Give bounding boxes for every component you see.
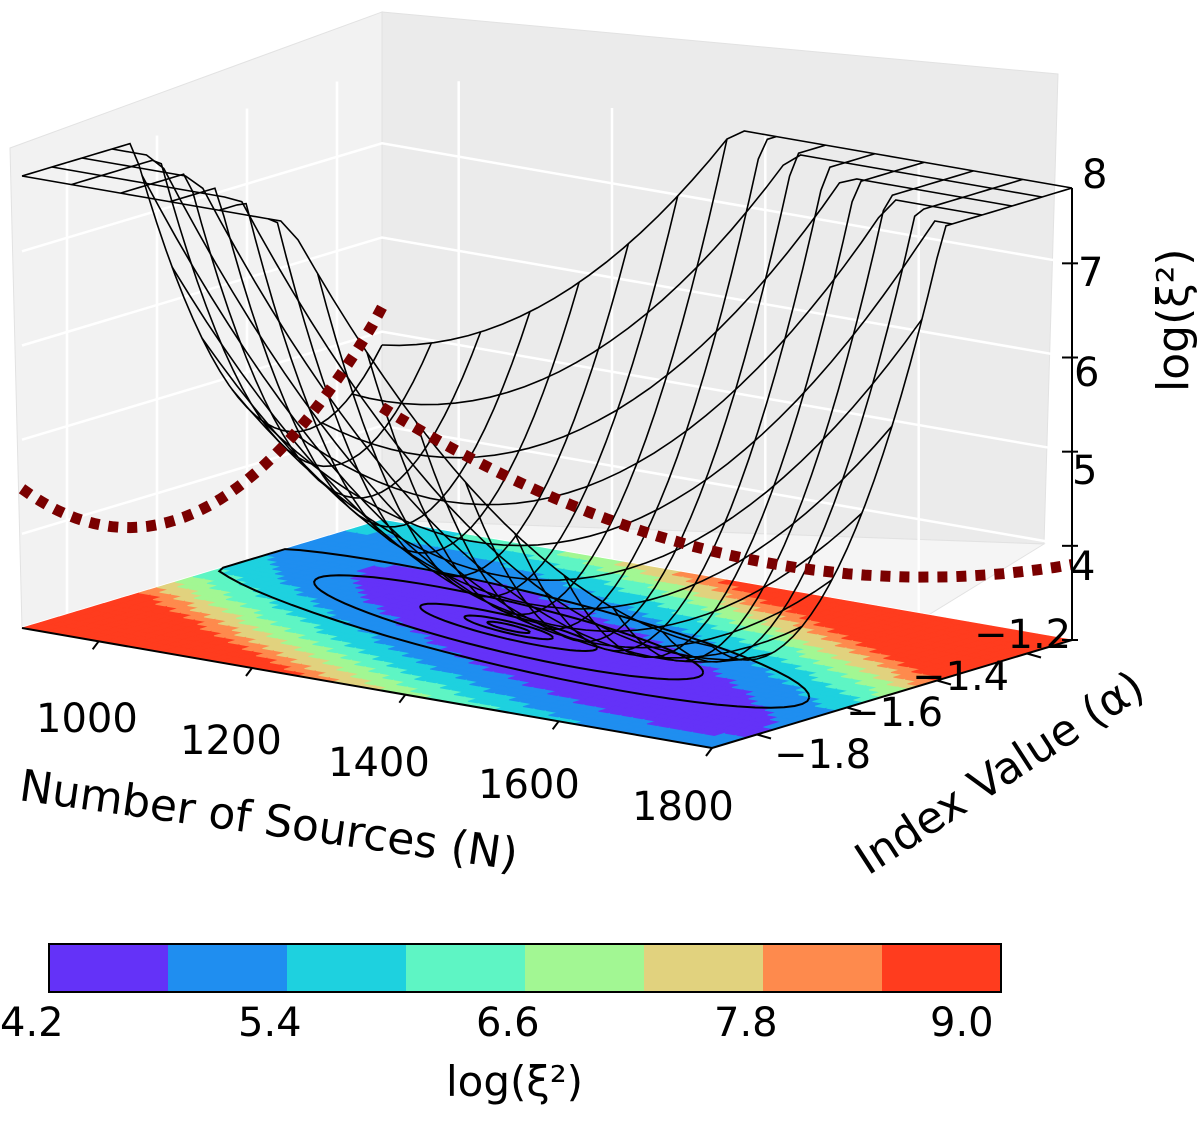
colorbar-segment — [882, 944, 1002, 992]
x-tick-label: 1600 — [478, 762, 580, 808]
z-grid-line — [21, 330, 1073, 453]
x-tick-label: 1800 — [632, 784, 734, 830]
colorbar-tick-label: 6.6 — [476, 1000, 540, 1046]
contour-line — [217, 548, 811, 709]
y-tick-label: −1.2 — [974, 612, 1071, 658]
mesh-line-alpha — [231, 318, 923, 582]
mesh-line-alpha — [171, 266, 863, 632]
colorbar-title: log(ξ²) — [446, 1057, 583, 1106]
x-axis-title: Number of Sources (N) — [16, 760, 521, 880]
mesh-line-alpha — [351, 154, 1043, 406]
colorbar-tick-label: 4.2 — [0, 1000, 64, 1046]
contour-line — [419, 602, 599, 653]
colorbar-ticks: 4.2 5.4 6.6 7.8 9.0 — [0, 1000, 994, 1046]
colorbar-segment — [525, 944, 645, 992]
wireframe-surface — [21, 130, 1073, 663]
profile-curve-alpha — [18, 304, 387, 534]
x-tick-label: 1400 — [328, 740, 430, 786]
x-tick-label: 1200 — [180, 718, 282, 764]
mesh-line-alpha — [321, 178, 1013, 459]
profile-curve-n — [379, 402, 1073, 583]
z-tick-label: 4 — [1070, 544, 1095, 590]
mesh-line-alpha — [261, 220, 953, 547]
z-tick-label: 7 — [1078, 250, 1103, 296]
mesh-line-alpha — [381, 130, 1073, 347]
z-axis-ticks: 4 5 6 7 8 — [1070, 152, 1107, 590]
mesh-line-alpha — [21, 175, 713, 648]
colorbar-segment — [168, 944, 288, 992]
colorbar — [49, 944, 1002, 992]
x-tick-mark — [245, 667, 253, 677]
colorbar-segment — [406, 944, 526, 992]
contour-line — [313, 574, 705, 681]
colorbar-segment — [49, 944, 169, 992]
y-tick-label: −1.4 — [912, 654, 1009, 700]
x-tick-mark — [91, 640, 100, 650]
y-tick-label: −1.6 — [846, 690, 943, 736]
colorbar-tick-label: 5.4 — [238, 1000, 302, 1046]
colorbar-frame — [48, 943, 1002, 993]
contour-line — [463, 614, 554, 641]
z-grid-line — [21, 142, 1073, 265]
contour-lines — [217, 548, 811, 709]
x-tick-mark — [398, 694, 407, 704]
mesh-line-alpha — [291, 199, 983, 506]
mesh-line-alpha — [111, 148, 803, 659]
y-tick-mark — [756, 733, 772, 740]
axes — [21, 188, 1078, 757]
z-tick-label: 6 — [1074, 350, 1099, 396]
colorbar-tick-label: 9.0 — [930, 1000, 994, 1046]
x-axis-line — [21, 627, 713, 749]
z-axis-title: log(ξ²) — [1148, 248, 1199, 392]
x-tick-mark — [551, 720, 560, 730]
contour-line — [486, 620, 531, 634]
y-axis-ticks: −1.8 −1.6 −1.4 −1.2 — [774, 612, 1071, 778]
colorbar-segment — [763, 944, 883, 992]
z-grid-line — [21, 236, 1073, 359]
y-tick-mark — [1026, 652, 1042, 659]
colorbar-segment — [287, 944, 407, 992]
colorbar-tick-label: 7.8 — [714, 1000, 778, 1046]
y-tick-mark — [846, 706, 862, 713]
x-tick-label: 1000 — [36, 696, 138, 742]
mesh-line-alpha — [51, 166, 742, 661]
z-tick-label: 5 — [1072, 448, 1097, 494]
y-axis-line — [711, 639, 1073, 749]
x-axis-ticks: 1000 1200 1400 1600 1800 — [36, 696, 734, 830]
x-tick-mark — [705, 747, 713, 757]
z-tick-label: 8 — [1082, 152, 1107, 198]
y-tick-label: −1.8 — [774, 732, 871, 778]
y-tick-mark — [936, 679, 952, 686]
colorbar-segment — [644, 944, 764, 992]
